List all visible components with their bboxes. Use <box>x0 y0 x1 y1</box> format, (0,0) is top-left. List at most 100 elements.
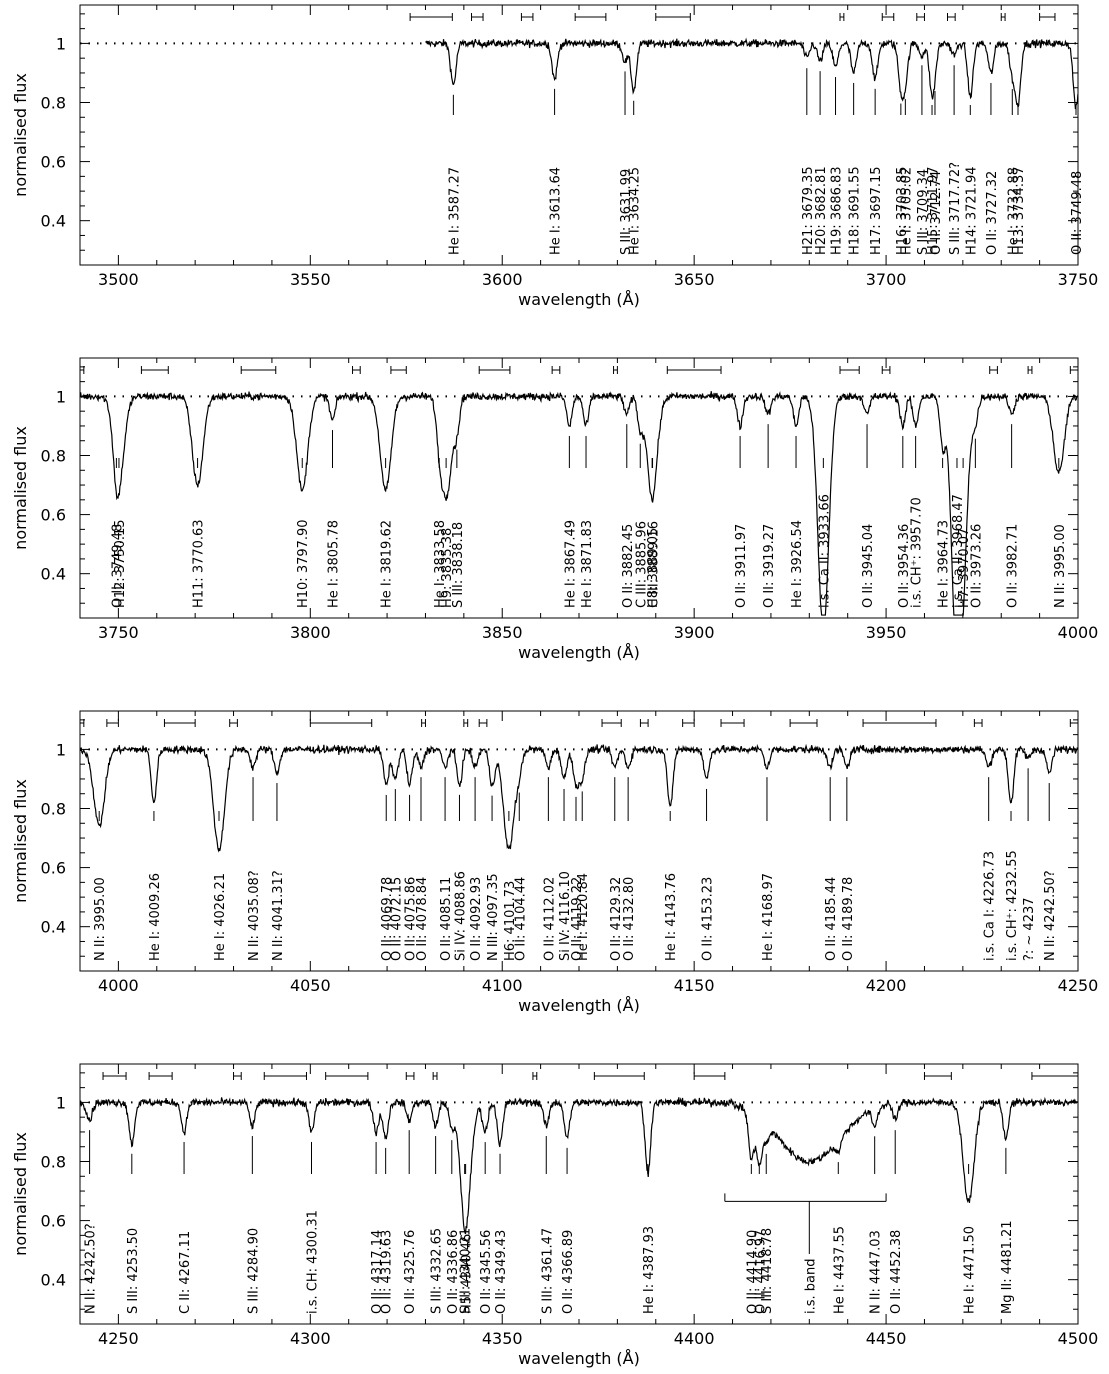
line-label: He I: 4471.50 <box>963 1226 978 1314</box>
continuum-bracket <box>839 366 860 374</box>
line-label: i.s. CH⁺: 3957.70 <box>910 497 925 608</box>
line-identification: O II: 4132.80 <box>622 777 637 961</box>
line-label: O II: 3954.36 <box>897 524 912 608</box>
panel-2: 3750 3800 3850 3900 3950 4000 0.4 0.6 0.8 1 wavele… <box>11 357 1099 662</box>
continuum-bracket <box>79 366 85 374</box>
continuum-bracket <box>409 13 453 21</box>
line-label: He I: 3634.25 <box>628 167 643 255</box>
continuum-bracket <box>1000 13 1006 21</box>
line-identification: He I: 3926.54 <box>790 435 805 608</box>
y-tick-label: 0.6 <box>41 506 66 525</box>
line-identification: O II: 4112.02 <box>542 777 557 961</box>
line-identification: O II: 4345.56 <box>479 1142 494 1314</box>
line-identification: N III: 4097.35 <box>486 795 501 961</box>
line-identification: ?: ~ 4237 <box>1022 768 1037 961</box>
x-tick-label: 4500 <box>1058 1329 1099 1348</box>
continuum-bracket <box>1069 366 1079 374</box>
line-identification: He I: 4168.97 <box>761 777 776 961</box>
line-identification: O II: 4452.38 <box>889 1130 904 1314</box>
line-identification: S III: 3709.34 <box>916 65 931 255</box>
is-band-bracket: i.s. band <box>724 1193 887 1314</box>
line-identification: He I: 3634.25 <box>628 100 643 255</box>
continuum-bracket <box>1031 1072 1079 1080</box>
line-label: N III: 4097.35 <box>486 873 501 961</box>
line-label: i.s. Ca II: 3968.47 <box>951 494 966 608</box>
continuum-bracket <box>102 1072 127 1080</box>
line-identification: He I: 4009.26 <box>148 811 163 961</box>
line-label: O II: 3919.27 <box>762 524 777 608</box>
line-identification: H12: 3750.15 <box>113 458 128 608</box>
continuum-bracket <box>973 719 983 727</box>
line-label: O II: 3945.04 <box>861 524 876 608</box>
x-tick-label: 4350 <box>482 1329 523 1348</box>
line-label: O II: 4336.86 <box>446 1230 461 1314</box>
y-axis-label: normalised flux <box>11 779 30 903</box>
x-tick-label: 4250 <box>1058 976 1099 995</box>
line-label: N II: 4041.31? <box>271 870 286 961</box>
line-label: O II: 3882.45 <box>621 524 636 608</box>
line-identification: He I: 4143.76 <box>664 811 679 961</box>
continuum-bracket <box>233 1072 242 1080</box>
line-label: O II: 4452.38 <box>889 1230 904 1314</box>
line-identification: C II: 4267.11 <box>178 1141 193 1314</box>
line-label: i.s. Ca II: 3933.66 <box>817 494 832 608</box>
line-label: He I: 3819.62 <box>380 520 395 608</box>
spectrum-line <box>79 1096 1078 1235</box>
line-label: H19: 3686.83 <box>830 166 845 255</box>
line-identification: i.s. CH⁺: 4232.55 <box>1005 811 1020 961</box>
continuum-bracket <box>551 366 561 374</box>
x-tick-label: 3900 <box>674 623 715 642</box>
line-label: i.s. CH: 4300.31 <box>305 1210 320 1314</box>
line-identification: S III: 4361.47 <box>540 1136 555 1314</box>
line-label: He I: 3732.88 <box>1006 167 1021 255</box>
y-tick-label: 1 <box>56 1093 66 1112</box>
line-label: O II: 3727.32 <box>985 171 1000 255</box>
x-axis-label: wavelength (Å) <box>518 1349 640 1368</box>
line-label: N II: 4242.50? <box>84 1223 99 1314</box>
line-label: O II: 4317.14 <box>370 1230 385 1314</box>
line-label: C III: 3889.16 <box>647 521 662 608</box>
continuum-bracket <box>421 719 426 727</box>
line-identification: i.s. Ca II: 3933.66 <box>817 458 832 608</box>
line-identification: H21: 3679.35 <box>801 68 816 255</box>
line-identification: O II: 4069.78 <box>380 794 395 961</box>
continuum-bracket <box>789 719 818 727</box>
line-label: He I: 4009.26 <box>148 873 163 961</box>
continuum-bracket <box>325 1072 369 1080</box>
line-identification: O II: 3919.27 <box>762 424 777 608</box>
continuum-bracket <box>263 1072 307 1080</box>
line-label: He I: 3964.73 <box>937 520 952 608</box>
y-tick-label: 0.6 <box>41 1212 66 1231</box>
line-label: H13: 3734.37 <box>1012 166 1027 255</box>
line-label: H17: 3697.15 <box>869 166 884 255</box>
line-identification: He I: 3613.64 <box>549 88 564 255</box>
line-label: ?: ~ 4237 <box>1022 897 1037 961</box>
line-identification: S III: 4332.65 <box>430 1136 445 1314</box>
line-label: S III: 3709.34 <box>916 169 931 255</box>
continuum-bracket <box>593 1072 645 1080</box>
line-identification: S III: 3631.99 <box>619 71 634 255</box>
line-identification: He I: 3867.49 <box>563 435 578 608</box>
continuum-bracket <box>432 1072 438 1080</box>
line-label: H7: 3970.07 <box>957 528 972 608</box>
line-label: S III: 3838.18 <box>451 522 466 608</box>
line-identification: H19: 3686.83 <box>830 77 845 255</box>
line-identification: O II: 3954.36 <box>897 435 912 608</box>
line-label: O II: 3749.48 <box>1070 171 1085 255</box>
line-label: H21: 3679.35 <box>801 166 816 255</box>
continuum-bracket <box>463 719 469 727</box>
line-label: O II: 4325.76 <box>403 1230 418 1314</box>
x-tick-label: 4000 <box>1058 623 1099 642</box>
continuum-bracket <box>140 366 169 374</box>
y-tick-label: 0.8 <box>41 447 66 466</box>
continuum-bracket <box>79 719 85 727</box>
line-label: H11: 3770.63 <box>192 519 207 608</box>
y-tick-label: 0.4 <box>41 565 66 584</box>
line-identification: S III: 3717.72? <box>948 65 963 255</box>
y-axis-label: normalised flux <box>11 426 30 550</box>
line-label: O II: 4112.02 <box>542 877 557 961</box>
line-label: O II: 3749.48 <box>110 524 125 608</box>
line-label: He I: 3833.58 <box>433 520 448 608</box>
spectrum-line <box>79 743 1078 853</box>
x-tick-label: 3950 <box>866 623 907 642</box>
